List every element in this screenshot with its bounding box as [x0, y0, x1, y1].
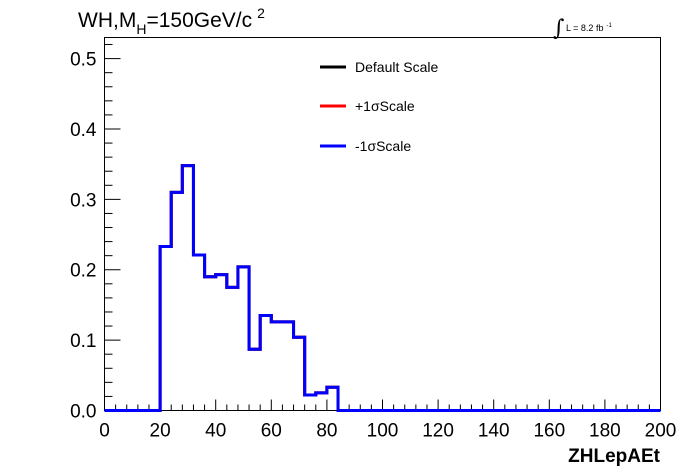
title-subscript: H — [136, 21, 146, 37]
luminosity-text: L = 8.2 fb — [566, 23, 603, 33]
x-tick-label: 140 — [478, 421, 510, 442]
x-tick-label: 60 — [261, 421, 282, 442]
y-tick-label: 0.5 — [70, 50, 96, 71]
series-plus-one-sigma-scale — [104, 164, 661, 412]
plot-frame — [104, 37, 661, 411]
luminosity-label: L = 8.2 fb -1 — [566, 23, 612, 33]
x-tick-label: 180 — [589, 421, 621, 442]
x-tick-label: 200 — [645, 421, 677, 442]
x-tick-label: 0 — [99, 421, 110, 442]
legend-label-plus-one-sigma-scale: +1σScale — [355, 98, 415, 114]
y-tick-label: 0.4 — [70, 120, 97, 141]
x-tick-label: 80 — [316, 421, 337, 442]
title-rest: =150GeV/c — [146, 9, 252, 32]
series-default-scale — [104, 164, 661, 412]
title-main: WH,M — [78, 9, 136, 32]
chart-title: WH,MH=150GeV/c 2 — [78, 5, 265, 37]
series-minus-one-sigma-scale — [104, 164, 661, 412]
x-axis-title: ZHLepAEt — [568, 446, 661, 467]
y-tick-label: 0.1 — [70, 331, 96, 352]
y-tick-label: 0.0 — [70, 402, 96, 423]
x-tick-label: 160 — [533, 421, 565, 442]
legend-label-minus-one-sigma-scale: -1σScale — [355, 138, 411, 154]
title-superscript: 2 — [257, 5, 265, 21]
y-tick-label: 0.3 — [70, 190, 96, 211]
luminosity-integral: ∫ — [553, 16, 565, 41]
y-tick-label: 0.2 — [70, 261, 96, 282]
series-layer — [104, 164, 661, 412]
x-tick-label: 40 — [205, 421, 226, 442]
x-tick-label: 120 — [422, 421, 454, 442]
legend: Default Scale +1σScale -1σScale — [320, 59, 438, 154]
x-tick-label: 100 — [367, 421, 399, 442]
x-tick-label: 20 — [150, 421, 171, 442]
luminosity-superscript: -1 — [606, 23, 612, 29]
legend-label-default-scale: Default Scale — [355, 59, 438, 75]
